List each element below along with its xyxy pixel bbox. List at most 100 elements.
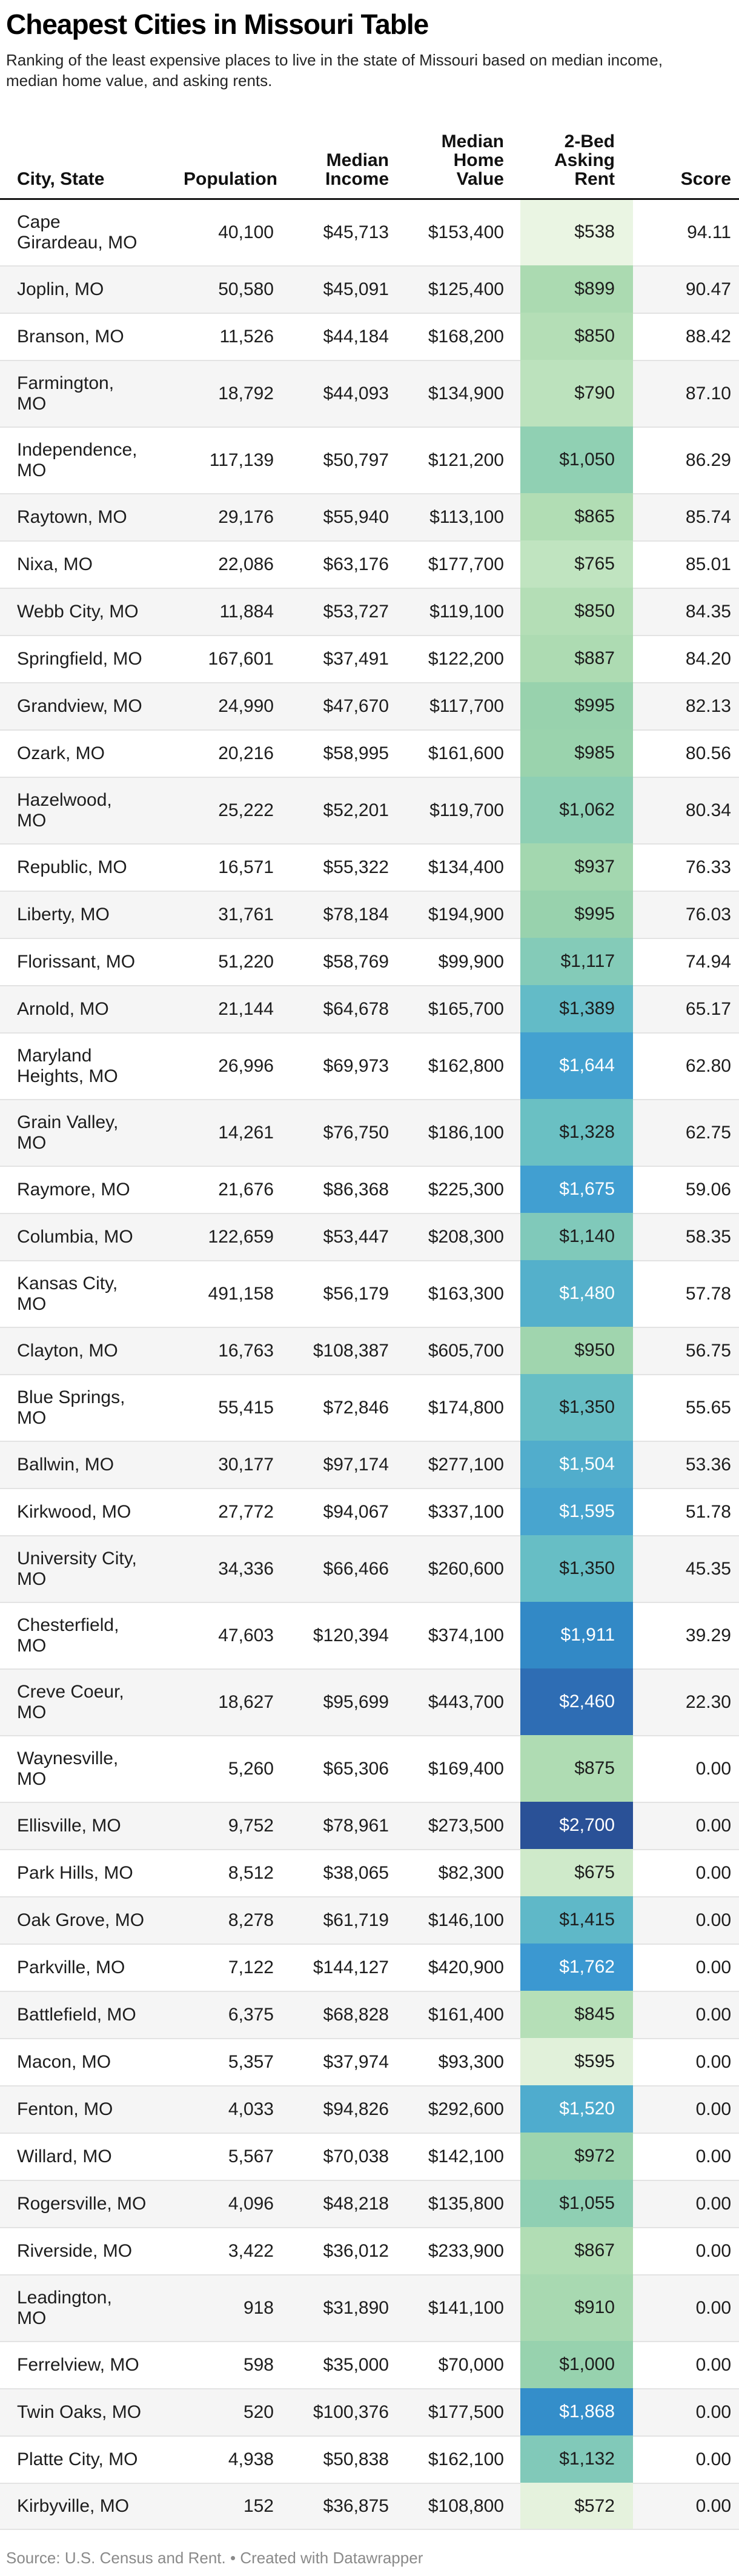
asking-rent-cell: $1,050 <box>520 427 633 493</box>
asking-rent-cell: $972 <box>520 2133 633 2180</box>
score-cell: 39.29 <box>633 1602 739 1668</box>
column-header-population: Population <box>182 105 277 200</box>
population-cell: 152 <box>182 2483 276 2530</box>
table-body: Cape Girardeau, MO 40,100 $45,713 $153,400 $… <box>0 200 739 2530</box>
median-home-value-cell: $163,300 <box>391 1260 520 1327</box>
score-cell: 80.56 <box>633 729 739 777</box>
median-income-cell: $61,719 <box>276 1896 391 1944</box>
table-row: Waynesville, MO 5,260 $65,306 $169,400 $875 0… <box>0 1735 739 1802</box>
median-home-value-cell: $162,100 <box>391 2435 520 2483</box>
table-row: Twin Oaks, MO 520 $100,376 $177,500 $1,868 0.… <box>0 2388 739 2435</box>
score-cell: 51.78 <box>633 1488 739 1535</box>
city-state-cell: Raymore, MO <box>0 1166 182 1213</box>
score-cell: 85.01 <box>633 540 739 588</box>
table-row: Clayton, MO 16,763 $108,387 $605,700 $950 56.… <box>0 1327 739 1374</box>
city-state-cell: Rogersville, MO <box>0 2180 182 2227</box>
score-cell: 76.03 <box>633 891 739 938</box>
median-home-value-cell: $153,400 <box>428 222 504 242</box>
asking-rent-cell: $850 <box>520 313 633 360</box>
median-income-cell: $58,769 <box>276 938 391 985</box>
asking-rent-cell: $950 <box>520 1327 633 1374</box>
score-cell: 55.65 <box>633 1374 739 1441</box>
asking-rent-cell: $1,350 <box>520 1374 633 1441</box>
score-cell: 88.42 <box>633 313 739 360</box>
median-income-cell: $48,218 <box>276 2180 391 2227</box>
asking-rent-cell: $995 <box>520 891 633 938</box>
city-state-cell: Ellisville, MO <box>0 1802 182 1849</box>
asking-rent-cell: $1,000 <box>520 2341 633 2388</box>
table-row: Fenton, MO 4,033 $94,826 $292,600 $1,520 0.00 <box>0 2085 739 2133</box>
city-state-cell: Farmington, MO <box>0 360 182 427</box>
median-home-value-cell: $135,800 <box>391 2180 520 2227</box>
median-income-cell: $55,322 <box>276 843 391 891</box>
median-income-cell: $72,846 <box>276 1374 391 1441</box>
table-row: Chesterfield, MO 47,603 $120,394 $374,100 $1… <box>0 1602 739 1668</box>
city-state-cell: Clayton, MO <box>0 1327 182 1374</box>
median-income-cell: $37,491 <box>276 635 391 682</box>
median-home-value-cell: $225,300 <box>391 1166 520 1213</box>
asking-rent-cell: $1,911 <box>520 1602 633 1668</box>
table-row: Battlefield, MO 6,375 $68,828 $161,400 $845 0… <box>0 1991 739 2038</box>
city-state-cell: Twin Oaks, MO <box>0 2388 182 2435</box>
asking-rent-cell: $2,460 <box>520 1668 633 1735</box>
population-cell: 4,096 <box>182 2180 276 2227</box>
asking-rent-cell: $1,644 <box>520 1032 633 1099</box>
population-cell: 6,375 <box>182 1991 276 2038</box>
median-home-value-cell: $125,400 <box>391 265 520 313</box>
asking-rent-cell: $875 <box>520 1735 633 1802</box>
asking-rent-cell: $1,389 <box>520 985 633 1032</box>
city-state-cell: Fenton, MO <box>0 2085 182 2133</box>
median-income-cell: $65,306 <box>276 1735 391 1802</box>
table-row: Florissant, MO 51,220 $58,769 $99,900 $1,117… <box>0 938 739 985</box>
population-cell: 14,261 <box>182 1099 276 1166</box>
table-row: Farmington, MO 18,792 $44,093 $134,900 $790 8… <box>0 360 739 427</box>
population-cell: 16,571 <box>182 843 276 891</box>
median-income-cell: $120,394 <box>276 1602 391 1668</box>
median-home-value-cell: $165,700 <box>391 985 520 1032</box>
city-state-cell: Macon, MO <box>0 2038 182 2085</box>
median-income-cell: $55,940 <box>276 493 391 540</box>
population-cell: 55,415 <box>182 1374 276 1441</box>
population-cell: 27,772 <box>182 1488 276 1535</box>
median-home-value-cell: $277,100 <box>391 1441 520 1488</box>
median-home-value-cell: $292,600 <box>391 2085 520 2133</box>
median-home-value-cell: $119,700 <box>391 777 520 843</box>
population-cell: 5,260 <box>182 1735 276 1802</box>
median-home-value-cell: $161,400 <box>391 1991 520 2038</box>
median-income-cell: $64,678 <box>276 985 391 1032</box>
median-home-value-cell: $169,400 <box>391 1735 520 1802</box>
population-cell: 34,336 <box>182 1535 276 1602</box>
median-home-value-cell: $113,100 <box>391 493 520 540</box>
median-income-cell: $144,127 <box>276 1944 391 1991</box>
table-row: Cape Girardeau, MO 40,100 $45,713 $153,400 $… <box>0 200 739 265</box>
median-home-value-cell: $168,200 <box>391 313 520 360</box>
population-cell: 16,763 <box>182 1327 276 1374</box>
score-cell: 0.00 <box>633 2483 739 2530</box>
datawrapper-credit-link[interactable]: Created with Datawrapper <box>240 2549 423 2567</box>
column-header-median-home-value: Median Home Value <box>391 105 520 200</box>
median-income-cell: $94,826 <box>276 2085 391 2133</box>
median-income-cell: $97,174 <box>276 1441 391 1488</box>
asking-rent-cell: $887 <box>520 635 633 682</box>
median-home-value-cell: $121,200 <box>391 427 520 493</box>
population-cell: 11,526 <box>182 313 276 360</box>
median-home-value-cell: $161,600 <box>391 729 520 777</box>
median-home-value-cell: $174,800 <box>391 1374 520 1441</box>
city-state-cell: Springfield, MO <box>0 635 182 682</box>
median-income-cell: $53,447 <box>276 1213 391 1260</box>
datawrapper-table-chart: Cheapest Cities in Missouri Table Rankin… <box>0 8 739 2568</box>
median-home-value-cell: $117,700 <box>391 682 520 729</box>
median-income-cell: $58,995 <box>276 729 391 777</box>
city-state-cell: Florissant, MO <box>0 938 182 985</box>
median-home-value-cell: $186,100 <box>391 1099 520 1166</box>
population-cell: 50,580 <box>182 265 276 313</box>
median-home-value-cell: $208,300 <box>391 1213 520 1260</box>
table-row: Webb City, MO 11,884 $53,727 $119,100 $850 84… <box>0 588 739 635</box>
table-row: Ferrelview, MO 598 $35,000 $70,000 $1,000 0.0… <box>0 2341 739 2388</box>
asking-rent-cell: $1,675 <box>520 1166 633 1213</box>
median-income-cell: $66,466 <box>276 1535 391 1602</box>
table-row: Springfield, MO 167,601 $37,491 $122,200 $88… <box>0 635 739 682</box>
city-state-cell: Joplin, MO <box>0 265 182 313</box>
asking-rent-cell: $1,132 <box>520 2435 633 2483</box>
table-row: Rogersville, MO 4,096 $48,218 $135,800 $1,05… <box>0 2180 739 2227</box>
